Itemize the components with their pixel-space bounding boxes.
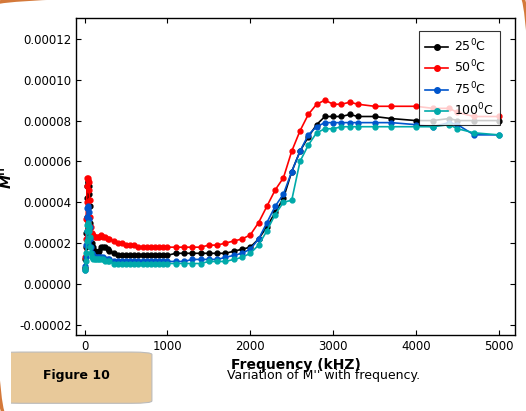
75$^0$C (92, 255, 98, 260)
100$^0$C (99, 257, 106, 262)
50$^0$C (92, 235, 98, 240)
25$^0$C (86, 183, 92, 188)
50$^0$C (347, 100, 353, 105)
100$^0$C (446, 122, 452, 127)
75$^0$C (322, 120, 328, 125)
25$^0$C (338, 114, 345, 119)
50$^0$C (82, 265, 88, 270)
Legend: 25$^0$C, 50$^0$C, 75$^0$C, 100$^0$C: 25$^0$C, 50$^0$C, 75$^0$C, 100$^0$C (419, 31, 500, 125)
Text: Variation of M'' with frequency.: Variation of M'' with frequency. (227, 369, 420, 382)
50$^0$C (322, 98, 328, 103)
25$^0$C (330, 114, 336, 119)
50$^0$C (338, 102, 345, 107)
75$^0$C (82, 267, 88, 272)
25$^0$C (82, 265, 88, 270)
100$^0$C (92, 257, 98, 262)
25$^0$C (495, 118, 502, 123)
100$^0$C (86, 224, 92, 229)
75$^0$C (99, 255, 106, 260)
Line: 50$^0$C: 50$^0$C (83, 98, 501, 270)
100$^0$C (164, 261, 170, 266)
50$^0$C (99, 235, 106, 240)
25$^0$C (99, 245, 106, 249)
100$^0$C (330, 126, 336, 131)
X-axis label: Frequency (kHZ): Frequency (kHZ) (231, 358, 361, 372)
75$^0$C (164, 259, 170, 264)
75$^0$C (338, 120, 345, 125)
100$^0$C (495, 132, 502, 137)
Line: 25$^0$C: 25$^0$C (83, 112, 501, 270)
25$^0$C (164, 253, 170, 258)
50$^0$C (86, 179, 92, 184)
Line: 75$^0$C: 75$^0$C (83, 120, 501, 272)
FancyBboxPatch shape (1, 352, 152, 403)
Line: 100$^0$C: 100$^0$C (83, 122, 501, 272)
75$^0$C (495, 132, 502, 137)
Text: Figure 10: Figure 10 (43, 369, 109, 382)
50$^0$C (164, 245, 170, 249)
75$^0$C (86, 210, 92, 215)
Y-axis label: M'': M'' (0, 166, 13, 188)
100$^0$C (82, 267, 88, 272)
25$^0$C (92, 249, 98, 254)
50$^0$C (495, 114, 502, 119)
75$^0$C (347, 120, 353, 125)
100$^0$C (338, 124, 345, 129)
25$^0$C (347, 112, 353, 117)
